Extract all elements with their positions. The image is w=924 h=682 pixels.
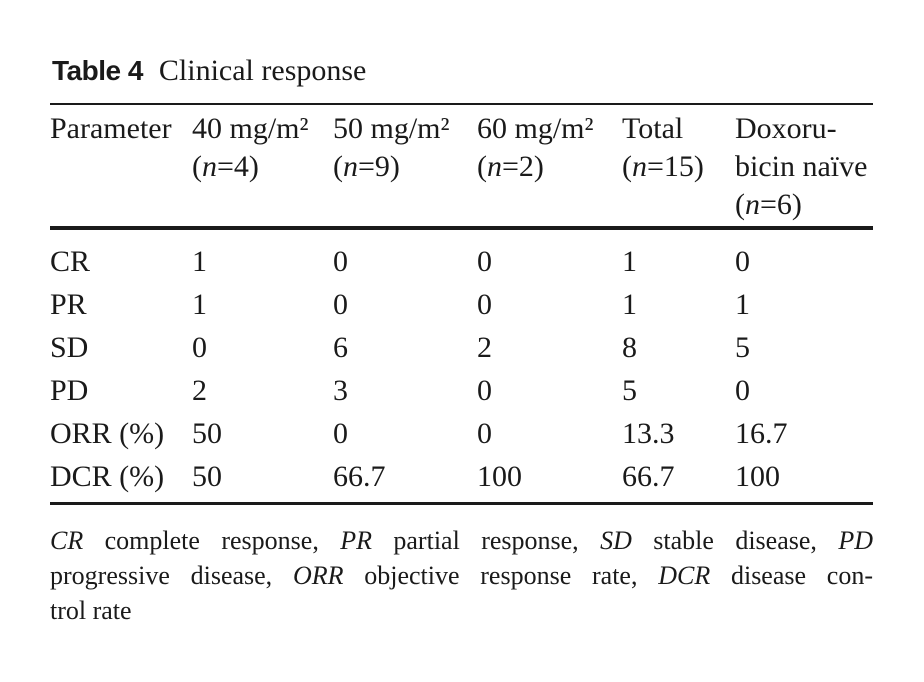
table-header: Parameter 40 mg/m² (n=4) 50 mg/m² (n=9) … bbox=[50, 103, 873, 230]
table-body: CR 1 0 0 1 0 PR 1 0 0 1 1 SD 0 6 2 8 bbox=[50, 228, 873, 505]
header-label: Total bbox=[622, 112, 684, 145]
n-value: =2) bbox=[502, 150, 544, 183]
header-n-count: (n=9) bbox=[333, 148, 477, 186]
footnote-text: progressive disease, bbox=[50, 561, 293, 590]
table-cell: 0 bbox=[735, 374, 750, 407]
footnote-text: stable disease, bbox=[631, 526, 839, 555]
table-cell: 0 bbox=[477, 245, 492, 278]
n-paren: ( bbox=[622, 150, 632, 183]
table-title: Table 4 Clinical response bbox=[52, 54, 366, 88]
header-n-count: (n=15) bbox=[622, 148, 735, 186]
header-dose-label: 40 mg/m² bbox=[192, 112, 309, 145]
col-header-40mg: 40 mg/m² (n=4) bbox=[192, 103, 333, 230]
footnote-line-2: progressive disease, ORR objective respo… bbox=[50, 558, 873, 593]
table-cell: 16.7 bbox=[735, 417, 788, 450]
header-n-count: (n=4) bbox=[192, 148, 333, 186]
col-header-50mg: 50 mg/m² (n=9) bbox=[333, 103, 477, 230]
row-label: PR bbox=[50, 288, 87, 321]
table-cell: 0 bbox=[192, 331, 207, 364]
footnote-text: objective response rate, bbox=[343, 561, 659, 590]
n-value: =4) bbox=[217, 150, 259, 183]
header-label-line1: Doxoru- bbox=[735, 112, 837, 145]
table-cell: 1 bbox=[735, 288, 750, 321]
n-paren: ( bbox=[333, 150, 343, 183]
row-label: DCR (%) bbox=[50, 455, 192, 505]
table-footnote: CR complete response, PR partial respons… bbox=[50, 523, 873, 628]
header-row: Parameter 40 mg/m² (n=4) 50 mg/m² (n=9) … bbox=[50, 103, 873, 230]
table-row-cr: CR 1 0 0 1 0 bbox=[50, 228, 873, 283]
table-cell: 66.7 bbox=[622, 455, 735, 505]
table-cell: 50 bbox=[192, 417, 222, 450]
table-cell: 100 bbox=[477, 455, 622, 505]
row-label: CR bbox=[50, 245, 91, 278]
table-cell: 0 bbox=[477, 417, 492, 450]
table-cell: 50 bbox=[192, 455, 333, 505]
table-cell: 100 bbox=[735, 455, 873, 505]
table-cell: 13.3 bbox=[622, 417, 675, 450]
table-cell: 1 bbox=[192, 288, 207, 321]
n-italic: n bbox=[745, 188, 760, 221]
table-cell: 66.7 bbox=[333, 455, 477, 505]
n-italic: n bbox=[632, 150, 647, 183]
footnote-text: complete response, bbox=[83, 526, 341, 555]
table-cell: 8 bbox=[622, 331, 637, 364]
table-cell: 1 bbox=[622, 245, 637, 278]
col-header-60mg: 60 mg/m² (n=2) bbox=[477, 103, 622, 230]
header-label-line2: bicin naïve bbox=[735, 150, 868, 183]
table-cell: 1 bbox=[622, 288, 637, 321]
col-header-doxorubicin-naive: Doxoru- bicin naïve (n=6) bbox=[735, 103, 873, 230]
n-italic: n bbox=[487, 150, 502, 183]
table-cell: 0 bbox=[333, 417, 348, 450]
table-cell: 0 bbox=[477, 288, 492, 321]
table-row-pd: PD 2 3 0 5 0 bbox=[50, 369, 873, 412]
n-paren: ( bbox=[735, 188, 745, 221]
table-caption: Clinical response bbox=[158, 54, 367, 87]
n-paren: ( bbox=[192, 150, 202, 183]
n-value: =15) bbox=[647, 150, 704, 183]
header-n-count: (n=2) bbox=[477, 148, 622, 186]
header-dose-label: 50 mg/m² bbox=[333, 112, 450, 145]
footnote-abbr: ORR bbox=[292, 561, 344, 590]
footnote-text: trol rate bbox=[50, 596, 132, 625]
n-paren: ( bbox=[477, 150, 487, 183]
clinical-response-table: Parameter 40 mg/m² (n=4) 50 mg/m² (n=9) … bbox=[50, 103, 873, 505]
footnote-abbr: CR bbox=[50, 526, 84, 555]
footnote-abbr: SD bbox=[600, 526, 632, 555]
header-dose-label: 60 mg/m² bbox=[477, 112, 594, 145]
table-row-dcr: DCR (%) 50 66.7 100 66.7 100 bbox=[50, 455, 873, 505]
table-cell: 0 bbox=[333, 245, 348, 278]
table-cell: 3 bbox=[333, 374, 348, 407]
col-header-total: Total (n=15) bbox=[622, 103, 735, 230]
footnote-abbr: PD bbox=[838, 526, 873, 555]
footnote-text: partial response, bbox=[371, 526, 601, 555]
table-row-sd: SD 0 6 2 8 5 bbox=[50, 326, 873, 369]
table-row-pr: PR 1 0 0 1 1 bbox=[50, 283, 873, 326]
header-label: Parameter bbox=[50, 112, 172, 145]
n-italic: n bbox=[202, 150, 217, 183]
header-n-count: (n=6) bbox=[735, 186, 873, 224]
table-cell: 5 bbox=[735, 331, 750, 364]
row-label: ORR (%) bbox=[50, 417, 165, 450]
table-row-orr: ORR (%) 50 0 0 13.3 16.7 bbox=[50, 412, 873, 455]
table-cell: 0 bbox=[333, 288, 348, 321]
row-label: PD bbox=[50, 374, 89, 407]
footnote-line-3: trol rate bbox=[50, 593, 873, 628]
table-cell: 2 bbox=[477, 331, 492, 364]
table-cell: 5 bbox=[622, 374, 637, 407]
footnote-text: disease con- bbox=[710, 561, 873, 590]
footnote-abbr: DCR bbox=[658, 561, 711, 590]
n-italic: n bbox=[343, 150, 358, 183]
table-cell: 0 bbox=[477, 374, 492, 407]
table-number-label: Table 4 bbox=[52, 55, 143, 86]
n-value: =9) bbox=[358, 150, 400, 183]
footnote-line-1: CR complete response, PR partial respons… bbox=[50, 523, 873, 558]
table-cell: 6 bbox=[333, 331, 348, 364]
table-cell: 0 bbox=[735, 245, 750, 278]
col-header-parameter: Parameter bbox=[50, 103, 192, 230]
table-cell: 2 bbox=[192, 374, 207, 407]
row-label: SD bbox=[50, 331, 89, 364]
footnote-abbr: PR bbox=[340, 526, 372, 555]
n-value: =6) bbox=[760, 188, 802, 221]
table-cell: 1 bbox=[192, 245, 207, 278]
